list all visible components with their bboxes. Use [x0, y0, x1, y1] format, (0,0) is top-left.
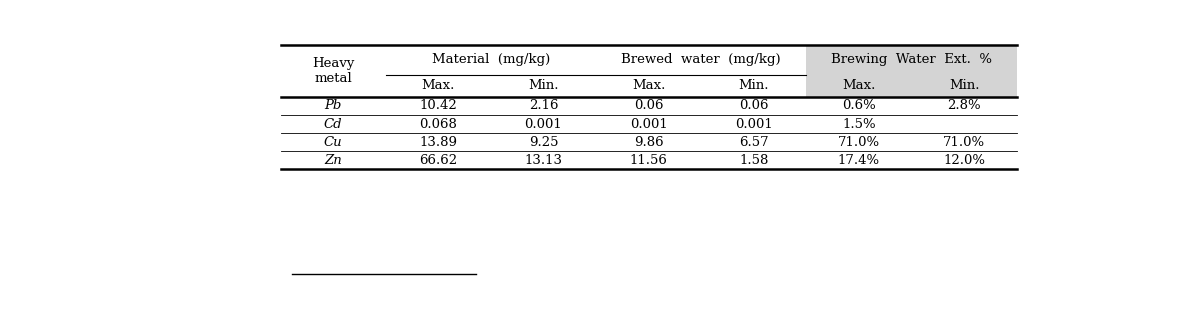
Text: Min.: Min. [948, 79, 979, 92]
Text: Brewed  water  (mg/kg): Brewed water (mg/kg) [621, 53, 781, 66]
Text: Max.: Max. [843, 79, 876, 92]
Text: Pb: Pb [325, 99, 342, 112]
Text: 13.89: 13.89 [419, 136, 457, 149]
Text: 2.16: 2.16 [528, 99, 558, 112]
Text: 1.58: 1.58 [739, 154, 769, 167]
Text: Min.: Min. [528, 79, 558, 92]
Text: 9.86: 9.86 [634, 136, 664, 149]
Text: 13.13: 13.13 [525, 154, 563, 167]
Text: Brewing  Water  Ext.  %: Brewing Water Ext. % [831, 53, 992, 66]
Text: 9.25: 9.25 [528, 136, 558, 149]
Text: 71.0%: 71.0% [838, 136, 881, 149]
Text: 11.56: 11.56 [630, 154, 668, 167]
Text: Cd: Cd [324, 117, 343, 130]
Text: Heavy
metal: Heavy metal [312, 57, 355, 85]
Text: Zn: Zn [324, 154, 342, 167]
Text: 71.0%: 71.0% [944, 136, 985, 149]
Text: 0.001: 0.001 [735, 117, 772, 130]
Text: 0.06: 0.06 [634, 99, 663, 112]
Bar [807, 45, 1016, 97]
Text: 17.4%: 17.4% [838, 154, 881, 167]
Text: 0.001: 0.001 [630, 117, 668, 130]
Text: 6.57: 6.57 [739, 136, 769, 149]
Text: 0.001: 0.001 [525, 117, 563, 130]
Text: 10.42: 10.42 [419, 99, 457, 112]
Text: 2.8%: 2.8% [947, 99, 981, 112]
Text: Material  (mg/kg): Material (mg/kg) [432, 53, 550, 66]
Text: Max.: Max. [632, 79, 665, 92]
Text: 1.5%: 1.5% [843, 117, 876, 130]
Text: 66.62: 66.62 [419, 154, 457, 167]
Text: 0.06: 0.06 [739, 99, 769, 112]
Text: 0.068: 0.068 [419, 117, 457, 130]
Text: 12.0%: 12.0% [944, 154, 985, 167]
Text: Max.: Max. [421, 79, 455, 92]
Text: Min.: Min. [739, 79, 769, 92]
Text: 0.6%: 0.6% [843, 99, 876, 112]
Text: Cu: Cu [324, 136, 343, 149]
